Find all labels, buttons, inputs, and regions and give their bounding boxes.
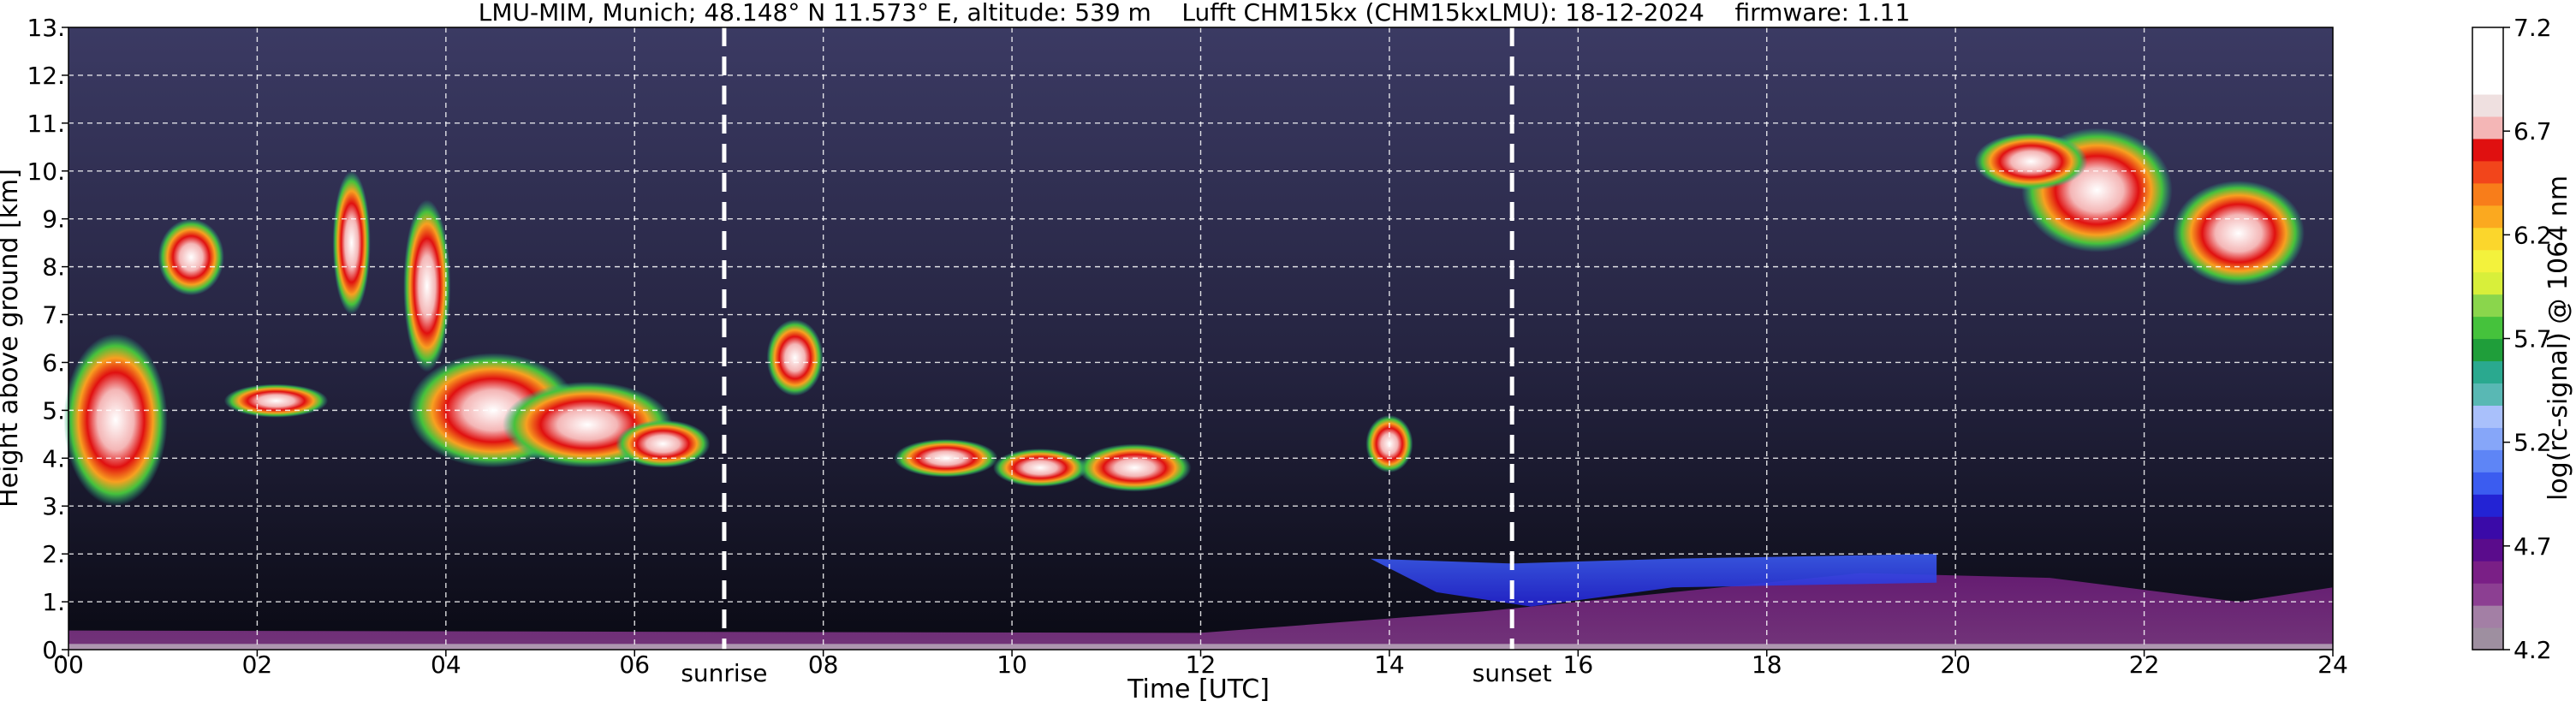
colorbar-segment <box>2472 27 2503 50</box>
colorbar-segment <box>2472 427 2503 450</box>
colorbar-segment <box>2472 182 2503 206</box>
surface-layer <box>68 644 2333 650</box>
x-tick-label: 18 <box>1752 651 1782 679</box>
y-tick-label: 1. <box>42 588 65 616</box>
x-tick-label: 22 <box>2129 651 2160 679</box>
signal-layers <box>63 128 2333 650</box>
x-tick-label: 24 <box>2317 651 2348 679</box>
colorbar-label: log(rc-signal) @ 1064 nm <box>2543 175 2573 501</box>
y-axis: 0. 1. 2. 3. 4. 5. 6. 7. 8. 9. 10. 11. 12. 13. <box>27 14 68 664</box>
cloud-layer <box>403 199 451 372</box>
x-tick-label: 02 <box>242 651 273 679</box>
colorbar-segment <box>2472 116 2503 140</box>
y-tick-label: 0. <box>42 636 65 664</box>
y-tick-label: 3. <box>42 492 65 520</box>
y-tick-label: 2. <box>42 540 65 568</box>
colorbar-tick-label: 4.2 <box>2514 636 2552 664</box>
colorbar-segment <box>2472 205 2503 229</box>
y-tick-label: 9. <box>42 205 65 234</box>
colorbar: 4.2 4.7 5.2 5.7 6.2 6.7 7.2 <box>2472 14 2552 664</box>
colorbar-segment <box>2472 494 2503 517</box>
sun-markers: sunrise sunset <box>681 27 1552 687</box>
colorbar-segment <box>2472 71 2503 95</box>
x-tick-label: 00 <box>53 651 84 679</box>
chart-title: LMU-MIM, Munich; 48.148° N 11.573° E, al… <box>479 0 1911 27</box>
x-tick-label: 06 <box>619 651 650 679</box>
cloud-layer <box>1974 133 2088 191</box>
colorbar-segment <box>2472 583 2503 606</box>
y-tick-label: 7. <box>42 301 65 330</box>
cloud-layer <box>766 319 824 396</box>
x-tick-label: 16 <box>1563 651 1594 679</box>
x-tick-label: 10 <box>996 651 1027 679</box>
y-tick-label: 4. <box>42 444 65 472</box>
colorbar-segment <box>2472 605 2503 628</box>
colorbar-segment <box>2472 360 2503 384</box>
cloud-layer <box>1078 443 1192 492</box>
colorbar-tick-label: 7.2 <box>2514 14 2552 42</box>
colorbar-segment <box>2472 516 2503 539</box>
x-tick-label: 04 <box>431 651 461 679</box>
y-tick-label: 5. <box>42 396 65 425</box>
cloud-layer <box>616 419 711 468</box>
colorbar-segment <box>2472 405 2503 428</box>
colorbar-segment <box>2472 93 2503 117</box>
sunset-label: sunset <box>1472 659 1552 687</box>
colorbar-segment <box>2472 538 2503 561</box>
colorbar-segment <box>2472 249 2503 273</box>
colorbar-segment <box>2472 449 2503 472</box>
y-tick-label: 13. <box>27 14 65 42</box>
colorbar-tick-label: 6.2 <box>2514 221 2552 249</box>
x-tick-label: 14 <box>1374 651 1405 679</box>
colorbar-tick-label: 5.2 <box>2514 429 2552 457</box>
y-tick-label: 6. <box>42 348 65 377</box>
colorbar-segment <box>2472 138 2503 162</box>
x-axis-label: Time [UTC] <box>1127 674 1270 704</box>
colorbar-segment <box>2472 561 2503 584</box>
sunrise-label: sunrise <box>681 659 767 687</box>
colorbar-segment <box>2472 338 2503 362</box>
cloud-layer <box>332 170 371 315</box>
y-axis-label: Height above ground [km] <box>0 169 24 508</box>
x-tick-label: 08 <box>808 651 839 679</box>
plot-area: sunrise sunset <box>63 27 2334 687</box>
y-tick-label: 11. <box>27 110 65 138</box>
grid-lines <box>68 27 2333 650</box>
colorbar-segment <box>2472 271 2503 295</box>
colorbar-segment <box>2472 49 2503 73</box>
cloud-layer <box>158 218 224 296</box>
colorbar-tick-label: 6.7 <box>2514 117 2552 146</box>
cloud-layer <box>223 383 329 418</box>
colorbar-segment <box>2472 160 2503 184</box>
y-tick-label: 10. <box>27 157 65 186</box>
colorbar-tick-label: 4.7 <box>2514 532 2552 561</box>
y-tick-label: 8. <box>42 253 65 282</box>
colorbar-tick-label: 5.7 <box>2514 325 2552 354</box>
y-tick-label: 12. <box>27 62 65 90</box>
x-axis: 00 02 04 06 08 10 12 14 16 18 20 22 24 <box>53 650 2348 679</box>
cloud-layer <box>2172 180 2305 286</box>
x-tick-label: 12 <box>1186 651 1217 679</box>
colorbar-segment <box>2472 227 2503 251</box>
cloud-layer <box>63 333 168 507</box>
colorbar-segment <box>2472 383 2503 406</box>
x-tick-label: 20 <box>1940 651 1971 679</box>
colorbar-segment <box>2472 472 2503 495</box>
colorbar-segment <box>2472 294 2503 318</box>
colorbar-segment <box>2472 627 2503 651</box>
colorbar-segment <box>2472 316 2503 340</box>
cloud-layer <box>993 449 1088 487</box>
